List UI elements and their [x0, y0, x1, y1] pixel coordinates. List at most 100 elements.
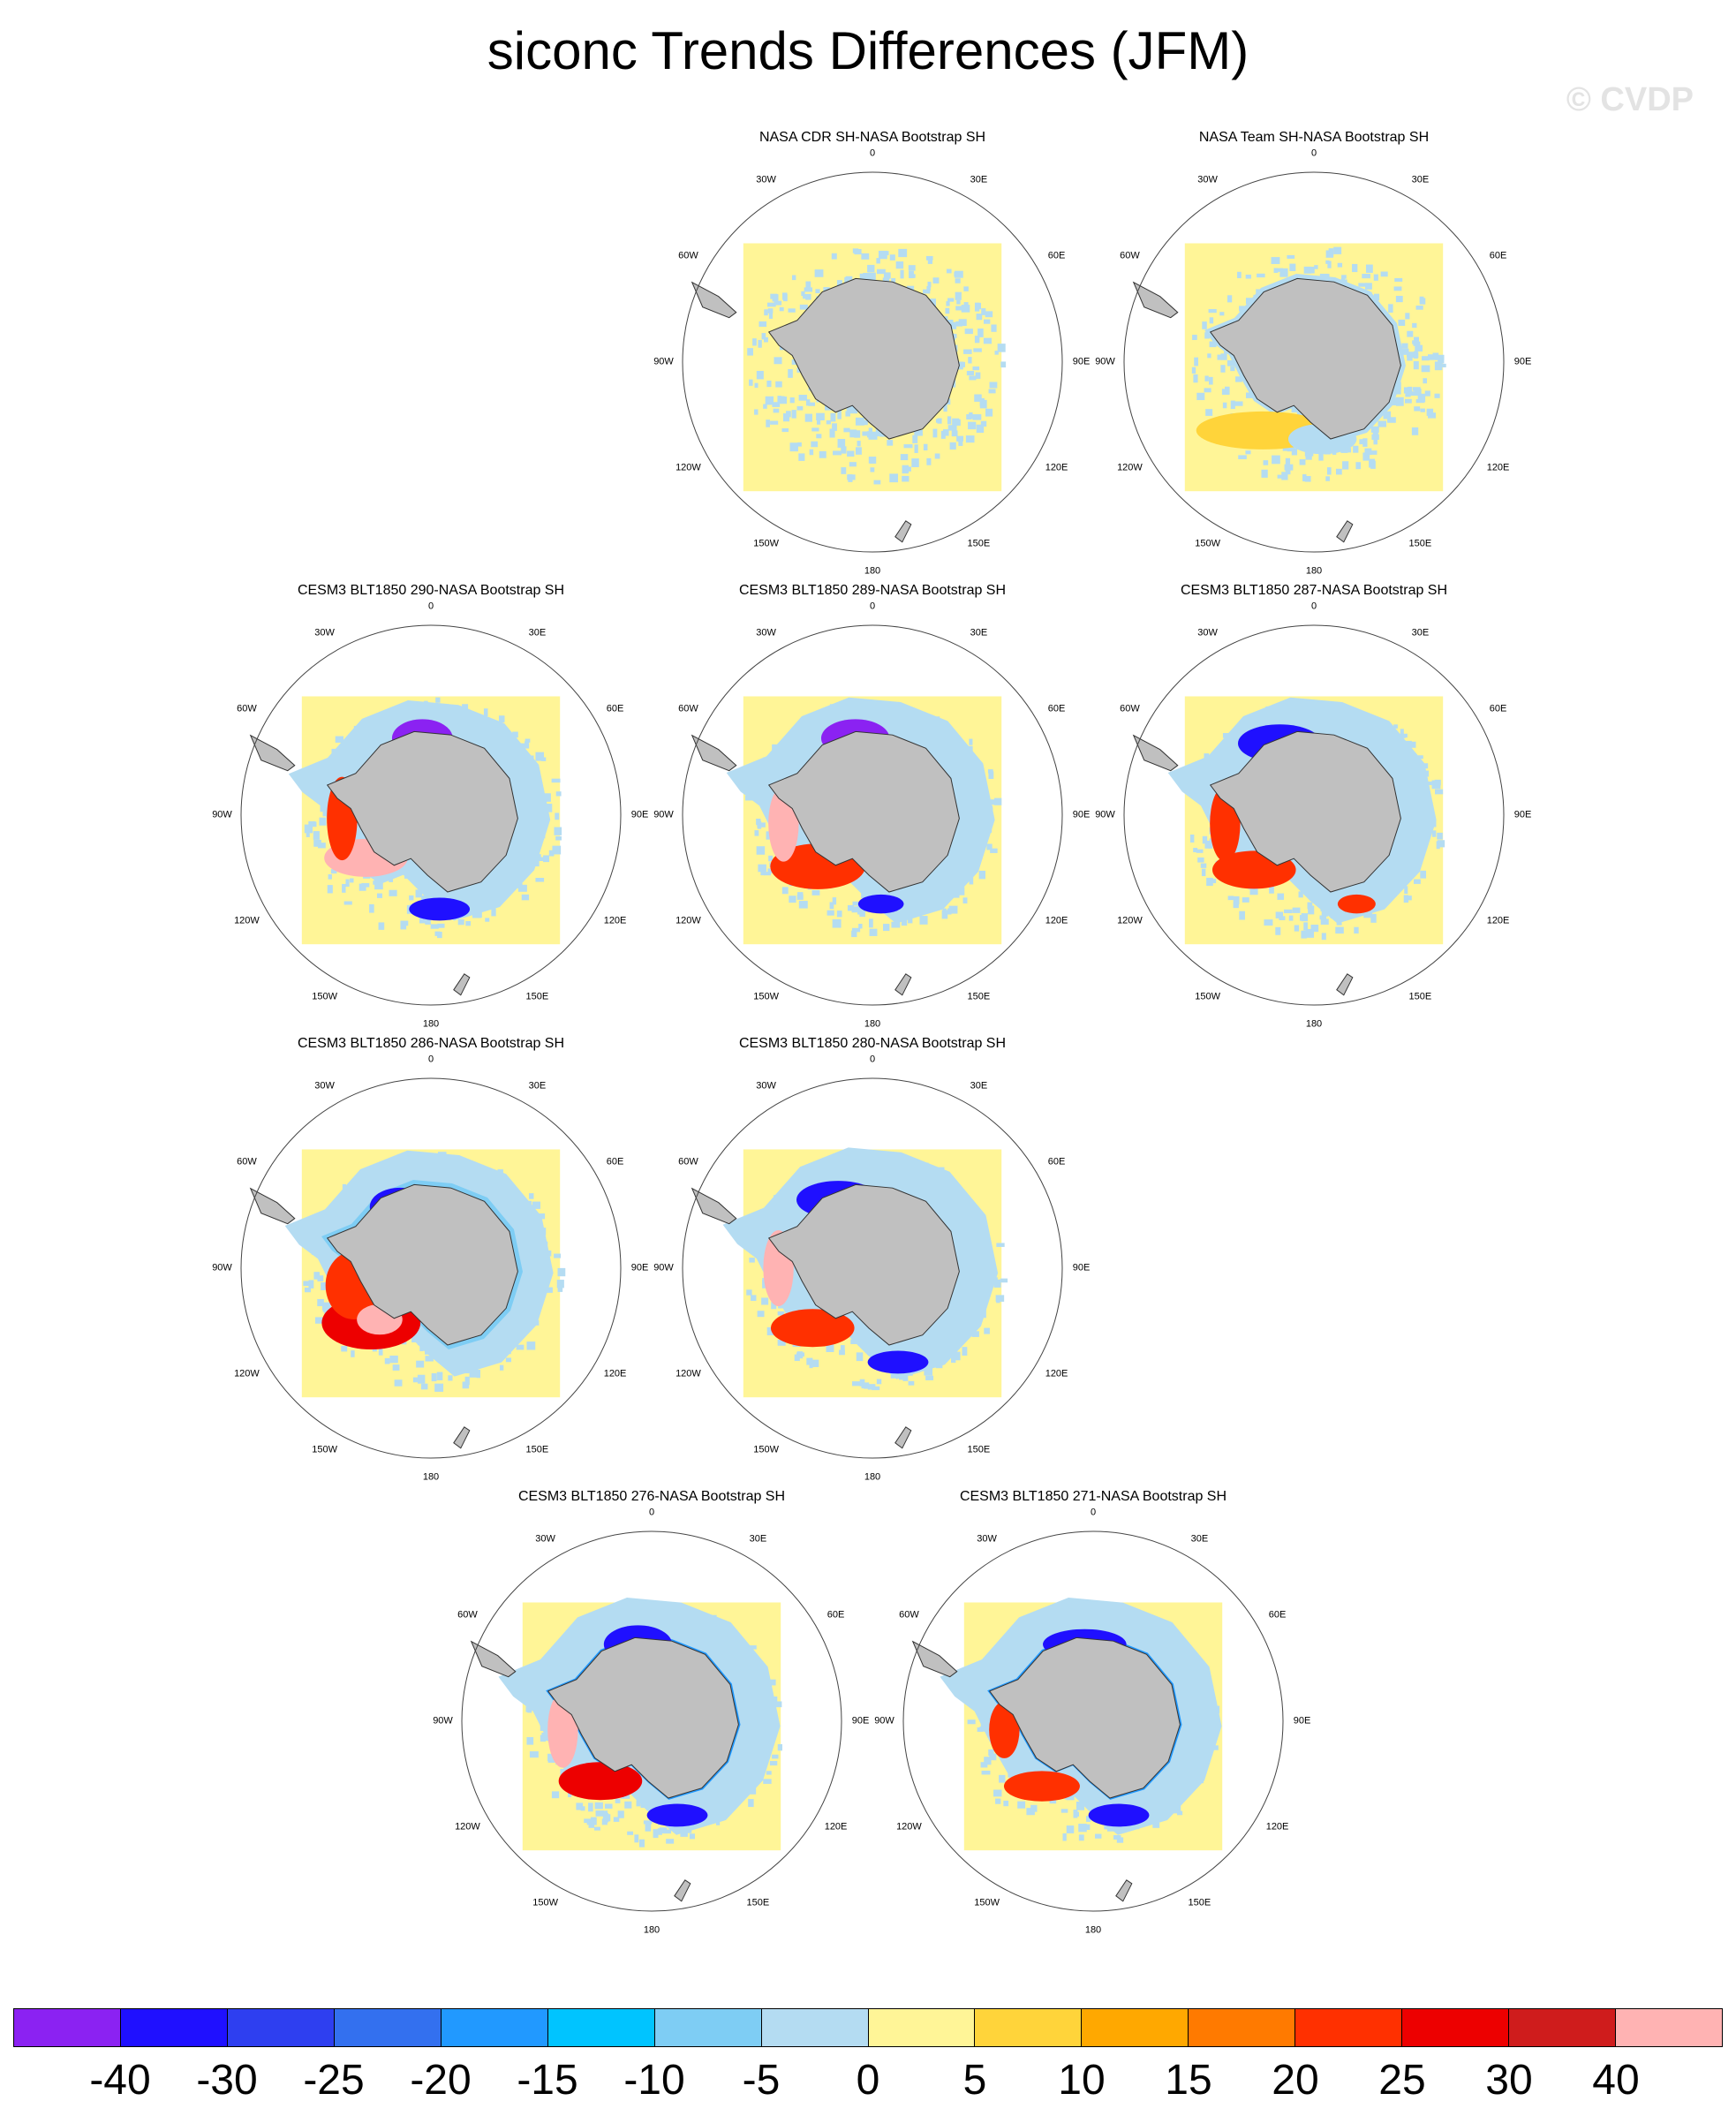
panel-title: CESM3 BLT1850 276-NASA Bootstrap SH: [517, 1489, 786, 1504]
speckle: [977, 328, 984, 337]
speckle: [1305, 928, 1315, 938]
speckle: [923, 443, 928, 450]
speckle: [1310, 925, 1319, 933]
speckle: [1209, 341, 1217, 348]
longitude-label: 180: [422, 1018, 440, 1029]
speckle: [976, 314, 983, 321]
speckle: [1333, 246, 1342, 254]
speckle: [983, 337, 993, 344]
speckle: [1271, 257, 1280, 264]
speckle: [304, 824, 313, 834]
speckle: [1206, 877, 1213, 887]
longitude-label: 120W: [1117, 462, 1143, 473]
speckle: [1405, 740, 1412, 747]
colorbar-label: -20: [410, 2057, 472, 2104]
longitude-label: 150W: [1195, 538, 1220, 549]
speckle: [1358, 283, 1368, 287]
longitude-label: 90E: [1072, 1262, 1091, 1273]
colorbar-label: 10: [1058, 2057, 1106, 2104]
longitude-label: 60W: [899, 1609, 919, 1621]
speckle: [1393, 286, 1402, 291]
speckle: [969, 375, 977, 381]
speckle: [773, 1701, 782, 1708]
speckle: [811, 441, 819, 448]
longitude-label: 120E: [603, 1368, 627, 1379]
speckle: [876, 258, 880, 264]
speckle: [1204, 375, 1209, 382]
longitude-label: 30E: [970, 1080, 988, 1092]
speckle: [327, 885, 333, 894]
longitude-label: 30W: [535, 1533, 555, 1545]
longitude-label: 120E: [603, 915, 627, 926]
speckle: [855, 447, 862, 455]
speckle: [543, 855, 550, 863]
speckle: [869, 928, 878, 936]
speckle: [771, 1302, 777, 1310]
speckle: [903, 444, 913, 449]
speckle: [1245, 392, 1254, 398]
speckle: [1335, 926, 1344, 934]
speckle: [1301, 930, 1307, 939]
speckle: [1365, 264, 1373, 273]
longitude-label: 90E: [1072, 809, 1091, 820]
speckle: [1242, 897, 1249, 903]
speckle: [1194, 357, 1198, 367]
polar-map: [682, 624, 1063, 1006]
speckle: [1407, 330, 1414, 337]
speckle: [756, 370, 764, 380]
speckle: [966, 370, 975, 376]
speckle: [809, 449, 814, 456]
speckle: [861, 419, 868, 426]
longitude-label: 60W: [237, 1156, 257, 1168]
speckle: [1407, 353, 1413, 361]
speckle: [851, 930, 857, 938]
speckle: [1227, 295, 1233, 303]
speckle: [1076, 1801, 1085, 1810]
speckle: [420, 1383, 428, 1390]
longitude-label: 120E: [1486, 462, 1510, 473]
speckle: [505, 1357, 512, 1363]
speckle: [814, 269, 824, 277]
speckle: [1277, 893, 1285, 900]
speckle: [856, 1352, 864, 1362]
speckle: [1239, 306, 1245, 312]
longitude-label: 90W: [653, 1262, 674, 1273]
speckle: [1245, 450, 1251, 455]
speckle: [1233, 902, 1239, 909]
speckle: [1388, 304, 1393, 313]
speckle: [798, 901, 808, 909]
speckle: [770, 420, 779, 425]
speckle: [517, 884, 527, 892]
speckle: [851, 906, 860, 913]
speckle: [1227, 359, 1236, 367]
speckle: [1285, 457, 1291, 465]
speckle: [1326, 467, 1332, 475]
speckle: [434, 1383, 444, 1392]
speckle: [889, 473, 898, 483]
speckle: [749, 1645, 757, 1650]
speckle: [1227, 896, 1234, 901]
speckle: [1196, 849, 1204, 853]
speckle: [306, 831, 310, 837]
longitude-label: 180: [864, 1471, 881, 1482]
speckle: [532, 1201, 541, 1209]
speckle: [1306, 450, 1312, 457]
colorbar-box: [14, 2009, 121, 2046]
speckle: [1436, 841, 1440, 850]
speckle: [593, 1826, 600, 1831]
speckle: [798, 453, 805, 461]
longitude-label: 60E: [1268, 1609, 1287, 1621]
speckle: [851, 1381, 861, 1387]
speckle: [1417, 393, 1426, 403]
speckle: [989, 1753, 997, 1761]
new-zealand-landmass: [1115, 1879, 1133, 1902]
speckle: [1177, 1810, 1183, 1816]
speckle: [1359, 439, 1364, 445]
speckle: [425, 1356, 434, 1362]
speckle: [943, 403, 947, 412]
anomaly-blob: [409, 897, 471, 921]
speckle: [1432, 352, 1439, 358]
new-zealand-landmass: [1336, 973, 1354, 996]
speckle: [1319, 915, 1327, 920]
longitude-label: 180: [1084, 1924, 1102, 1935]
